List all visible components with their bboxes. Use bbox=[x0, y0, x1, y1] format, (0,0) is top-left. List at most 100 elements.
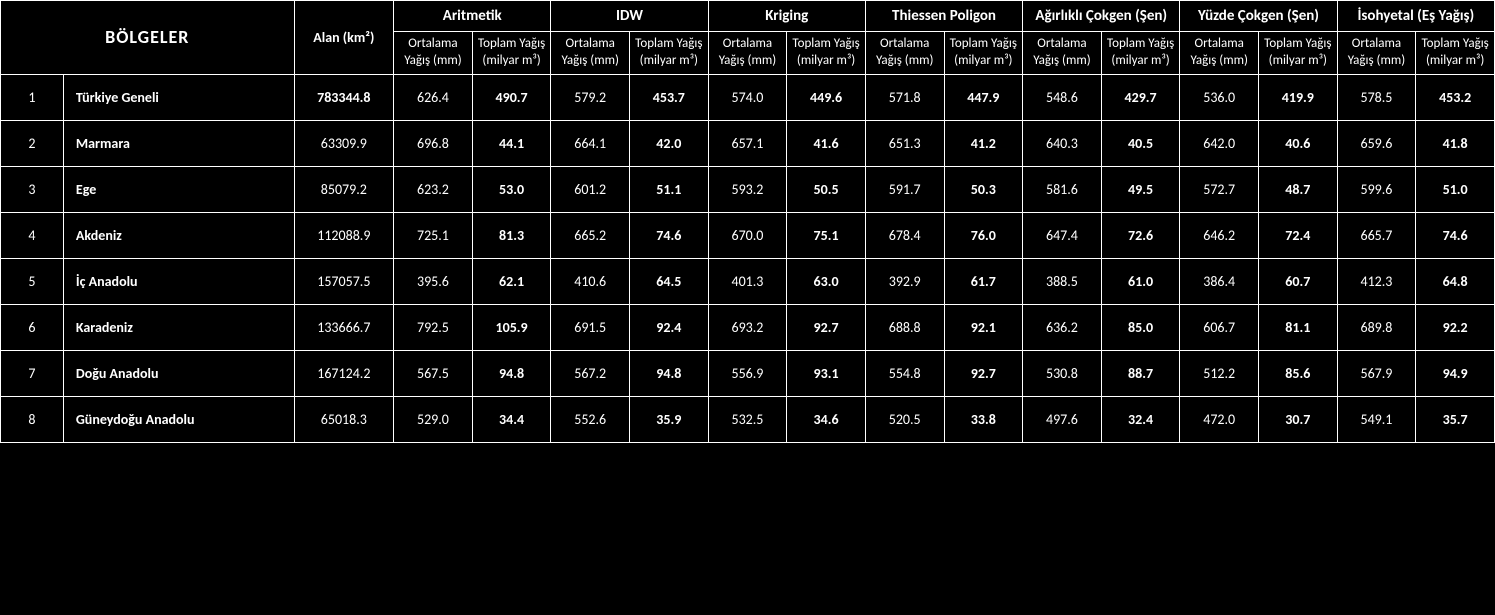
area-value: 85079.2 bbox=[294, 166, 394, 212]
toplam-value: 60.7 bbox=[1259, 258, 1338, 304]
region-name: İç Anadolu bbox=[63, 258, 294, 304]
sub-toplam-0: Toplam Yağış (milyar m³) bbox=[472, 32, 551, 75]
ortalama-value: 386.4 bbox=[1180, 258, 1259, 304]
toplam-value: 85.6 bbox=[1259, 350, 1338, 396]
row-index: 7 bbox=[1, 350, 64, 396]
toplam-value: 34.6 bbox=[787, 396, 866, 442]
toplam-value: 429.7 bbox=[1101, 74, 1180, 120]
ortalama-value: 657.1 bbox=[708, 120, 787, 166]
toplam-value: 92.7 bbox=[787, 304, 866, 350]
ortalama-value: 532.5 bbox=[708, 396, 787, 442]
toplam-value: 88.7 bbox=[1101, 350, 1180, 396]
sub-ortalama-3: Ortalama Yağış (mm) bbox=[865, 32, 944, 75]
toplam-value: 93.1 bbox=[787, 350, 866, 396]
toplam-value: 62.1 bbox=[472, 258, 551, 304]
table-row: 4Akdeniz112088.9725.181.3665.274.6670.07… bbox=[1, 212, 1495, 258]
table-row: 1Türkiye Geneli783344.8626.4490.7579.245… bbox=[1, 74, 1495, 120]
ortalama-value: 578.5 bbox=[1337, 74, 1416, 120]
toplam-value: 40.5 bbox=[1101, 120, 1180, 166]
ortalama-value: 567.5 bbox=[394, 350, 473, 396]
region-name: Karadeniz bbox=[63, 304, 294, 350]
ortalama-value: 567.2 bbox=[551, 350, 630, 396]
table-body: 1Türkiye Geneli783344.8626.4490.7579.245… bbox=[1, 74, 1495, 442]
table-row: 8Güneydoğu Anadolu65018.3529.034.4552.63… bbox=[1, 396, 1495, 442]
toplam-value: 92.7 bbox=[944, 350, 1023, 396]
toplam-value: 74.6 bbox=[1416, 212, 1495, 258]
toplam-value: 41.2 bbox=[944, 120, 1023, 166]
ortalama-value: 606.7 bbox=[1180, 304, 1259, 350]
toplam-value: 41.8 bbox=[1416, 120, 1495, 166]
toplam-value: 75.1 bbox=[787, 212, 866, 258]
toplam-value: 76.0 bbox=[944, 212, 1023, 258]
sub-toplam-3: Toplam Yağış (milyar m³) bbox=[944, 32, 1023, 75]
toplam-value: 44.1 bbox=[472, 120, 551, 166]
method-header-3: Thiessen Poligon bbox=[865, 1, 1022, 32]
toplam-value: 41.6 bbox=[787, 120, 866, 166]
ortalama-value: 520.5 bbox=[865, 396, 944, 442]
toplam-value: 449.6 bbox=[787, 74, 866, 120]
sub-ortalama-5: Ortalama Yağış (mm) bbox=[1180, 32, 1259, 75]
toplam-value: 453.2 bbox=[1416, 74, 1495, 120]
ortalama-value: 554.8 bbox=[865, 350, 944, 396]
ortalama-value: 552.6 bbox=[551, 396, 630, 442]
ortalama-value: 401.3 bbox=[708, 258, 787, 304]
ortalama-value: 581.6 bbox=[1023, 166, 1102, 212]
region-name: Türkiye Geneli bbox=[63, 74, 294, 120]
sub-toplam-1: Toplam Yağış (milyar m³) bbox=[630, 32, 709, 75]
method-header-1: IDW bbox=[551, 1, 708, 32]
ortalama-value: 549.1 bbox=[1337, 396, 1416, 442]
toplam-value: 64.8 bbox=[1416, 258, 1495, 304]
table-row: 7Doğu Anadolu167124.2567.594.8567.294.85… bbox=[1, 350, 1495, 396]
ortalama-value: 593.2 bbox=[708, 166, 787, 212]
region-name: Ege bbox=[63, 166, 294, 212]
table-row: 3Ege85079.2623.253.0601.251.1593.250.559… bbox=[1, 166, 1495, 212]
toplam-value: 35.9 bbox=[630, 396, 709, 442]
ortalama-value: 529.0 bbox=[394, 396, 473, 442]
sub-ortalama-6: Ortalama Yağış (mm) bbox=[1337, 32, 1416, 75]
ortalama-value: 599.6 bbox=[1337, 166, 1416, 212]
ortalama-value: 548.6 bbox=[1023, 74, 1102, 120]
ortalama-value: 556.9 bbox=[708, 350, 787, 396]
ortalama-value: 642.0 bbox=[1180, 120, 1259, 166]
ortalama-value: 623.2 bbox=[394, 166, 473, 212]
ortalama-value: 626.4 bbox=[394, 74, 473, 120]
toplam-value: 419.9 bbox=[1259, 74, 1338, 120]
ortalama-value: 512.2 bbox=[1180, 350, 1259, 396]
ortalama-value: 571.8 bbox=[865, 74, 944, 120]
toplam-value: 61.7 bbox=[944, 258, 1023, 304]
toplam-value: 92.4 bbox=[630, 304, 709, 350]
ortalama-value: 664.1 bbox=[551, 120, 630, 166]
region-name: Marmara bbox=[63, 120, 294, 166]
ortalama-value: 688.8 bbox=[865, 304, 944, 350]
toplam-value: 447.9 bbox=[944, 74, 1023, 120]
ortalama-value: 696.8 bbox=[394, 120, 473, 166]
toplam-value: 72.4 bbox=[1259, 212, 1338, 258]
toplam-value: 453.7 bbox=[630, 74, 709, 120]
toplam-value: 50.3 bbox=[944, 166, 1023, 212]
toplam-value: 94.9 bbox=[1416, 350, 1495, 396]
sub-ortalama-1: Ortalama Yağış (mm) bbox=[551, 32, 630, 75]
row-index: 5 bbox=[1, 258, 64, 304]
table-row: 5İç Anadolu157057.5395.662.1410.664.5401… bbox=[1, 258, 1495, 304]
table-header: BÖLGELER Alan (km²) Aritmetik IDW Krigin… bbox=[1, 1, 1495, 75]
toplam-value: 30.7 bbox=[1259, 396, 1338, 442]
toplam-value: 92.2 bbox=[1416, 304, 1495, 350]
sub-ortalama-4: Ortalama Yağış (mm) bbox=[1023, 32, 1102, 75]
sub-toplam-2: Toplam Yağış (milyar m³) bbox=[787, 32, 866, 75]
ortalama-value: 388.5 bbox=[1023, 258, 1102, 304]
sub-toplam-5: Toplam Yağış (milyar m³) bbox=[1259, 32, 1338, 75]
ortalama-value: 792.5 bbox=[394, 304, 473, 350]
toplam-value: 94.8 bbox=[630, 350, 709, 396]
method-header-2: Kriging bbox=[708, 1, 865, 32]
ortalama-value: 646.2 bbox=[1180, 212, 1259, 258]
ortalama-value: 678.4 bbox=[865, 212, 944, 258]
method-header-6: İsohyetal (Eş Yağış) bbox=[1337, 1, 1494, 32]
area-value: 157057.5 bbox=[294, 258, 394, 304]
toplam-value: 64.5 bbox=[630, 258, 709, 304]
ortalama-value: 530.8 bbox=[1023, 350, 1102, 396]
ortalama-value: 689.8 bbox=[1337, 304, 1416, 350]
area-value: 783344.8 bbox=[294, 74, 394, 120]
row-index: 6 bbox=[1, 304, 64, 350]
row-index: 4 bbox=[1, 212, 64, 258]
ortalama-value: 579.2 bbox=[551, 74, 630, 120]
